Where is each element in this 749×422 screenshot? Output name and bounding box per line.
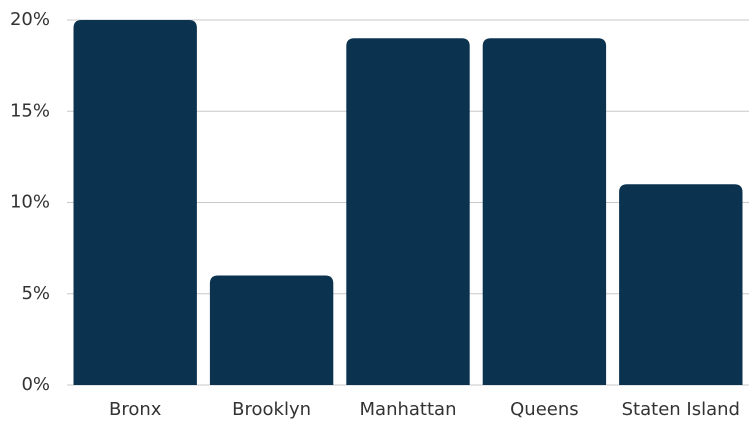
y-tick-label: 20% [10, 9, 50, 30]
y-tick-label: 10% [10, 192, 50, 213]
x-tick-label: Queens [510, 399, 579, 420]
x-tick-label: Brooklyn [232, 399, 311, 420]
bar [619, 184, 743, 385]
bar [73, 20, 197, 385]
y-tick-label: 0% [21, 374, 50, 395]
x-tick-label: Bronx [109, 399, 162, 420]
bar [482, 38, 607, 385]
y-tick-label: 15% [10, 100, 50, 121]
x-tick-label: Manhattan [360, 399, 457, 420]
x-tick-label: Staten Island [622, 399, 740, 420]
y-tick-label: 5% [21, 283, 50, 304]
bar [209, 275, 334, 385]
bar [346, 38, 470, 385]
